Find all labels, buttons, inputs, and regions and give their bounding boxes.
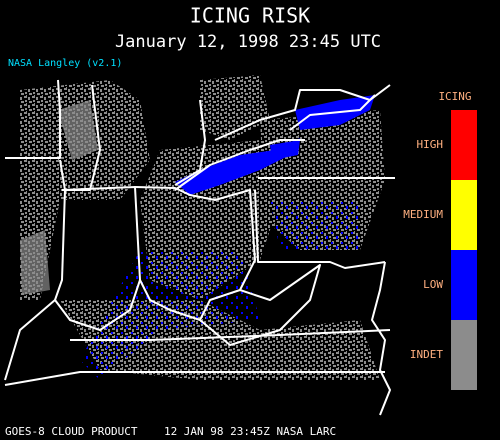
legend-label: HIGH (417, 138, 444, 151)
coast (174, 99, 206, 186)
boundary (134, 186, 256, 321)
low-icing-area (175, 138, 300, 195)
title: ICING RISK (190, 4, 310, 28)
legend-swatch (451, 110, 477, 180)
boundary (59, 84, 101, 191)
legend: HIGH MEDIUM LOW INDET (403, 110, 477, 390)
boundary (254, 189, 386, 269)
boundary (4, 371, 385, 386)
boundary (5, 79, 61, 159)
legend-swatch (451, 320, 477, 390)
low-icing-area (270, 200, 360, 250)
legend-swatch (451, 180, 477, 250)
legend-label: LOW (423, 278, 443, 291)
footer: GOES-8 CLOUD PRODUCT 12 JAN 98 23:45Z NA… (5, 425, 336, 438)
legend-label: MEDIUM (403, 208, 443, 221)
cloud-area (58, 100, 98, 160)
boundary (70, 329, 391, 341)
low-icing-area (80, 250, 260, 380)
coast (289, 94, 376, 131)
cloud-area (20, 230, 50, 295)
low-icing-area (270, 140, 300, 160)
legend-title: ICING (438, 90, 471, 103)
legend-label: INDET (410, 348, 443, 361)
map (4, 75, 395, 416)
coast (371, 261, 391, 416)
boundary (199, 264, 321, 346)
credit: NASA Langley (v2.1) (8, 58, 122, 69)
subtitle: January 12, 1998 23:45 UTC (115, 32, 381, 52)
legend-swatch (451, 250, 477, 320)
coast (174, 139, 305, 191)
